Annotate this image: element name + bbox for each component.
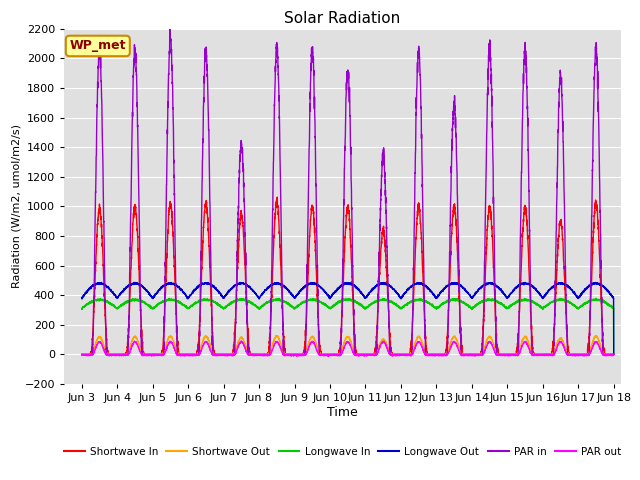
Y-axis label: Radiation (W/m2, umol/m2/s): Radiation (W/m2, umol/m2/s): [12, 124, 22, 288]
Legend: Shortwave In, Shortwave Out, Longwave In, Longwave Out, PAR in, PAR out: Shortwave In, Shortwave Out, Longwave In…: [60, 443, 625, 461]
Title: Solar Radiation: Solar Radiation: [284, 11, 401, 26]
Text: WP_met: WP_met: [70, 39, 126, 52]
X-axis label: Time: Time: [327, 406, 358, 419]
